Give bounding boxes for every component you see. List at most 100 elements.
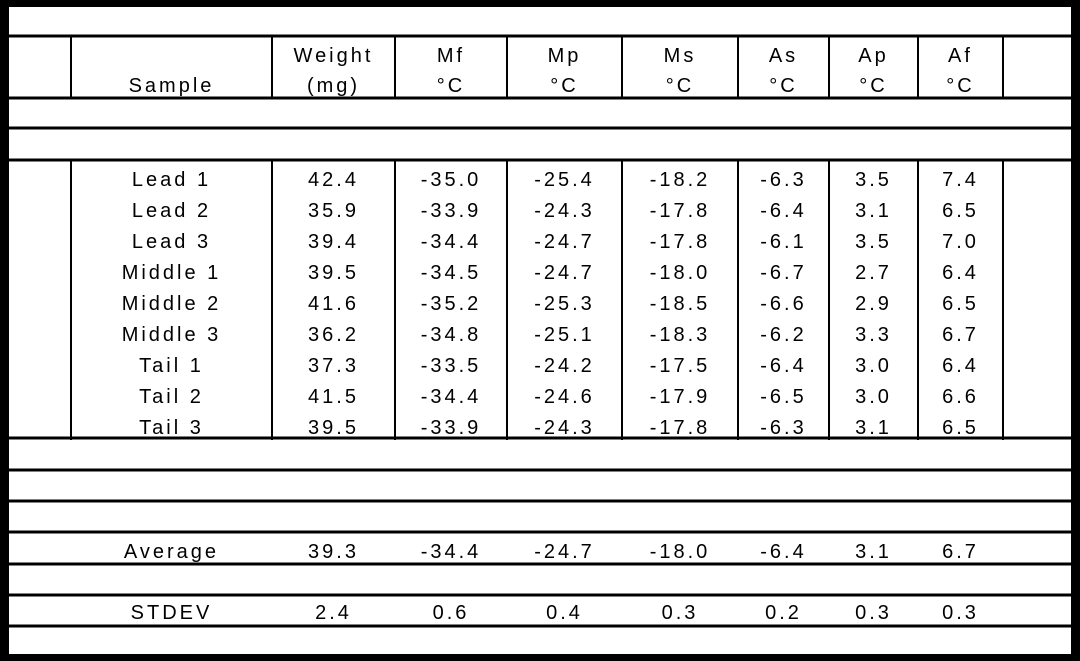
average-label: Average	[123, 541, 220, 563]
table-cell: 41.5	[308, 386, 359, 408]
table-cell: -6.7	[760, 262, 807, 284]
table-cell: -33.9	[420, 200, 482, 222]
table-cell: 2.9	[855, 293, 892, 315]
table-cell: -34.8	[420, 324, 482, 346]
table-cell: -24.2	[534, 355, 595, 377]
table-cell: 37.3	[308, 355, 359, 377]
table-cell: 35.9	[308, 200, 359, 222]
sample-name: Tail 2	[139, 386, 204, 408]
table-cell: 39.4	[308, 231, 359, 253]
header-weight-unit: (mg)	[306, 75, 361, 97]
table-cell: -25.3	[534, 293, 595, 315]
table-cell: -6.4	[760, 355, 807, 377]
table-cell: -24.7	[534, 231, 595, 253]
table-cell: -6.3	[760, 169, 807, 191]
sample-name: Lead 2	[131, 200, 212, 222]
table-cell: 36.2	[308, 324, 359, 346]
header-af-unit: °C	[946, 75, 975, 97]
table-cell: 6.5	[942, 200, 979, 222]
table-cell: 6.5	[942, 417, 979, 439]
table-cell: 2.7	[855, 262, 892, 284]
header-ms-unit: °C	[665, 75, 695, 97]
table-cell: 42.4	[308, 169, 359, 191]
header-mp-unit: °C	[550, 75, 579, 97]
table-cell: -18.5	[649, 293, 711, 315]
header-af-label: Af	[948, 45, 973, 67]
table-cell: -33.5	[420, 355, 482, 377]
table-cell: -18.3	[649, 324, 711, 346]
table-cell: -17.8	[649, 417, 711, 439]
average-cell: 3.1	[855, 541, 892, 563]
stdev-cell: 2.4	[315, 602, 352, 624]
header-ms-label: Ms	[663, 45, 697, 67]
table-cell: 6.5	[942, 293, 979, 315]
average-cell: -18.0	[649, 541, 711, 563]
table-cell: -6.5	[760, 386, 807, 408]
sample-name: Tail 3	[139, 417, 204, 439]
header-ap-label: Ap	[858, 45, 889, 67]
table-cell: 3.0	[855, 386, 892, 408]
stdev-cell: 0.6	[432, 602, 470, 624]
average-cell: -24.7	[534, 541, 595, 563]
table-cell: 7.4	[942, 169, 979, 191]
average-cell: -6.4	[760, 541, 807, 563]
table-cell: -17.9	[649, 386, 711, 408]
header-mp-label: Mp	[547, 45, 582, 67]
table-cell: -25.4	[534, 169, 595, 191]
table-cell: 6.6	[942, 386, 979, 408]
sample-name: Lead 1	[131, 169, 212, 191]
sample-name: Middle 2	[121, 293, 222, 315]
table-cell: -24.3	[534, 417, 595, 439]
table-cell: -18.2	[649, 169, 711, 191]
table-cell: -6.1	[760, 231, 807, 253]
table-cell: -35.0	[420, 169, 482, 191]
table-cell: -6.4	[760, 200, 807, 222]
table-cell: -6.2	[760, 324, 807, 346]
header-ap-unit: °C	[859, 75, 888, 97]
average-cell: 39.3	[308, 541, 359, 563]
stdev-cell: 0.3	[942, 602, 979, 624]
table-cell: 7.0	[942, 231, 979, 253]
table-cell: -6.6	[760, 293, 807, 315]
table-cell: -24.7	[534, 262, 595, 284]
table-cell: -25.1	[534, 324, 595, 346]
sample-name: Tail 1	[139, 355, 204, 377]
table-cell: -6.3	[760, 417, 807, 439]
table-cell: 6.4	[942, 355, 979, 377]
sample-name: Middle 3	[121, 324, 222, 346]
stdev-cell: 0.2	[765, 602, 802, 624]
stdev-cell: 0.3	[855, 602, 892, 624]
table-cell: 3.1	[855, 417, 892, 439]
table-cell: -18.0	[649, 262, 711, 284]
table-cell: 39.5	[308, 417, 359, 439]
table-cell: 3.5	[855, 169, 892, 191]
table-cell: -17.8	[649, 231, 711, 253]
average-cell: 6.7	[942, 541, 979, 563]
table-cell: 41.6	[308, 293, 359, 315]
stdev-label: STDEV	[130, 602, 213, 624]
table-cell: -33.9	[420, 417, 482, 439]
sample-name: Middle 1	[121, 262, 222, 284]
header-as-label: As	[768, 45, 799, 67]
table-cell: 39.5	[308, 262, 359, 284]
table-cell: -34.4	[420, 231, 482, 253]
table-cell: -24.3	[534, 200, 595, 222]
table-frame: Sample Weight (mg) Mf °C Mp °C Ms °C As °C Ap °C Af °C…	[9, 7, 1071, 654]
header-as-unit: °C	[769, 75, 798, 97]
table-cell: -17.8	[649, 200, 711, 222]
table-cell: 3.5	[855, 231, 892, 253]
stdev-cell: 0.4	[546, 602, 583, 624]
table-cell: 6.7	[942, 324, 979, 346]
header-weight-label: Weight	[293, 45, 374, 67]
table-gridlines	[9, 34, 1071, 628]
stdev-cell: 0.3	[661, 602, 699, 624]
table-cell: -24.6	[534, 386, 595, 408]
table-cell: 6.4	[942, 262, 979, 284]
table-cell: -34.5	[420, 262, 482, 284]
table-cell: 3.3	[855, 324, 892, 346]
sample-name: Lead 3	[131, 231, 212, 253]
table-cell: -35.2	[420, 293, 482, 315]
header-mf-unit: °C	[436, 75, 466, 97]
table-cell: 3.0	[855, 355, 892, 377]
table-cell: 3.1	[855, 200, 892, 222]
